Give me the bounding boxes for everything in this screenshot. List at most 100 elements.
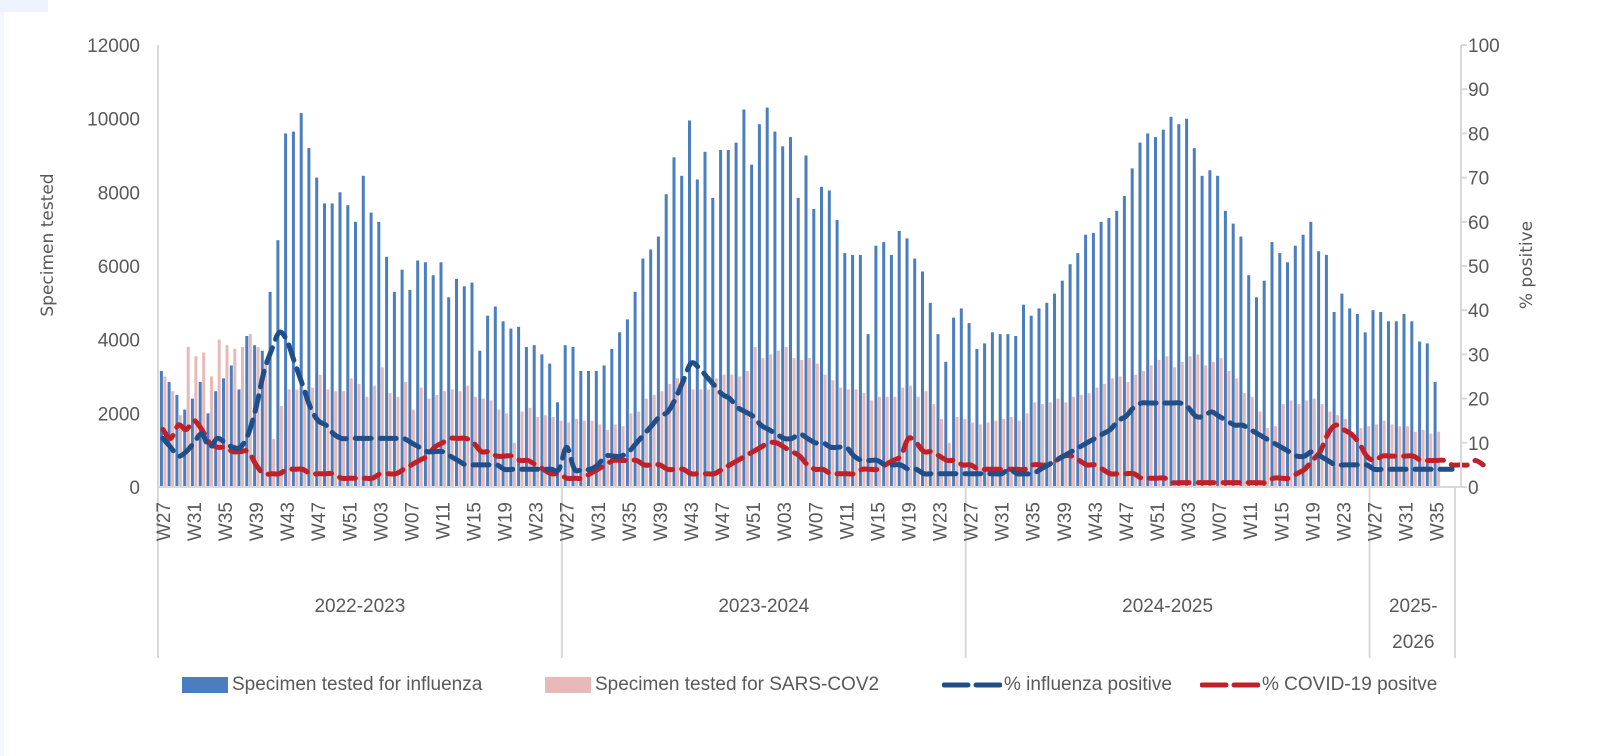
x-axis-week-label: W03 [371, 502, 392, 541]
bar-sars-tested [559, 420, 563, 487]
bar-influenza-tested [556, 402, 559, 487]
bar-influenza-tested [1084, 234, 1088, 487]
bar-influenza-tested [330, 203, 334, 487]
bar-sars-tested [676, 378, 679, 487]
legend-label: % COVID-19 positve [1262, 674, 1438, 695]
legend-item-influenza-positive: % influenza positive [942, 674, 1172, 696]
bar-influenza-tested [796, 197, 800, 487]
bar-sars-tested [497, 409, 501, 487]
bar-influenza-tested [540, 354, 544, 487]
bar-influenza-tested [1091, 232, 1095, 487]
bar-sars-tested [365, 396, 369, 487]
bar-sars-tested [241, 347, 244, 487]
bar-sars-tested [652, 394, 656, 487]
bar-sars-tested [877, 396, 881, 487]
bar-influenza-tested [734, 142, 738, 487]
x-axis-week-label: W39 [247, 502, 268, 541]
right-axis-tick-label: 10 [1468, 434, 1489, 455]
bar-influenza-tested [1014, 336, 1018, 487]
left-axis-tick-label: 10000 [87, 110, 140, 131]
bar-sars-tested [520, 411, 524, 487]
bar-sars-tested [699, 389, 703, 487]
bar-influenza-tested [789, 137, 792, 487]
bar-influenza-tested [532, 345, 536, 487]
bar-influenza-tested [835, 220, 839, 487]
line-layer [160, 329, 1486, 486]
bar-sars-tested [1343, 418, 1347, 487]
bar-influenza-tested [462, 286, 466, 487]
bar-influenza-tested [719, 150, 723, 487]
bar-influenza-tested [765, 107, 769, 487]
bar-influenza-tested [517, 326, 521, 487]
bar-influenza-tested [1076, 253, 1080, 487]
bar-sars-tested [1305, 400, 1309, 487]
legend-swatch-blue [182, 677, 228, 693]
bar-influenza-tested [1068, 264, 1072, 487]
right-axis-title: % positive [1517, 221, 1537, 309]
bar-sars-tested [178, 415, 182, 487]
bar-sars-tested [978, 424, 982, 487]
bar-sars-tested [202, 352, 206, 487]
bar-influenza-tested [1200, 175, 1204, 488]
bar-sars-tested [1258, 411, 1262, 487]
bar-sars-tested [326, 389, 330, 487]
bar-influenza-tested [688, 120, 691, 487]
bar-influenza-tested [1208, 170, 1212, 487]
x-axis-week-label: W51 [340, 502, 361, 541]
bar-influenza-tested [905, 238, 909, 487]
bar-influenza-tested [726, 150, 730, 487]
bar-sars-tested [971, 422, 975, 487]
bar-influenza-tested [524, 347, 528, 487]
left-axis-title: Specimen tested [38, 173, 58, 316]
season-label: 2024-2025 [1122, 596, 1213, 617]
bar-sars-tested [862, 393, 866, 487]
bar-sars-tested [761, 358, 765, 487]
x-axis-week-label: W39 [1055, 502, 1076, 541]
bar-influenza-tested [1387, 321, 1390, 488]
bar-sars-tested [380, 367, 384, 487]
bar-influenza-tested [1317, 251, 1321, 487]
bar-sars-tested [373, 385, 377, 487]
bar-influenza-tested [493, 306, 497, 487]
bar-influenza-tested [1146, 133, 1150, 487]
bar-sars-tested [1134, 374, 1138, 487]
bar-influenza-tested [439, 262, 443, 487]
bar-sars-tested [707, 389, 710, 487]
right-axis-tick-label: 90 [1468, 80, 1489, 101]
bar-influenza-tested [1053, 293, 1056, 487]
bar-sars-tested [303, 389, 307, 487]
bar-influenza-tested [1185, 118, 1189, 487]
bar-influenza-tested [338, 192, 342, 488]
bar-sars-tested [349, 378, 353, 487]
bar-sars-tested [598, 424, 602, 487]
bar-influenza-tested [750, 164, 754, 487]
bar-sars-tested [256, 347, 260, 487]
bar-influenza-tested [1107, 218, 1111, 487]
bar-influenza-tested [400, 269, 404, 487]
bar-influenza-tested [579, 371, 583, 487]
left-axis-tick-label: 6000 [98, 257, 140, 278]
bar-influenza-tested [470, 282, 474, 487]
bar-influenza-tested [1394, 321, 1398, 488]
bar-sars-tested [1289, 400, 1293, 487]
x-axis-week-label: W07 [402, 502, 423, 541]
bar-influenza-tested [594, 371, 598, 487]
right-axis-tick-label: 40 [1468, 301, 1489, 322]
bar-sars-tested [668, 383, 672, 487]
bar-sars-tested [1359, 428, 1363, 487]
bar-sars-tested [963, 418, 967, 487]
bar-sars-tested [1266, 428, 1270, 487]
bar-sars-tested [318, 374, 322, 487]
bar-sars-tested [792, 358, 796, 487]
bar-influenza-tested [944, 361, 948, 487]
bar-influenza-tested [1355, 313, 1359, 487]
x-axis-week-label: W31 [1397, 502, 1418, 541]
bar-influenza-tested [695, 179, 699, 487]
right-axis-tick-label: 50 [1468, 257, 1489, 278]
bar-sars-tested [1025, 413, 1029, 487]
bar-influenza-tested [975, 348, 979, 487]
bar-sars-tested [1165, 356, 1169, 487]
bar-sars-tested [831, 380, 835, 487]
bar-influenza-tested [1130, 168, 1134, 487]
bar-influenza-tested [1216, 175, 1220, 488]
